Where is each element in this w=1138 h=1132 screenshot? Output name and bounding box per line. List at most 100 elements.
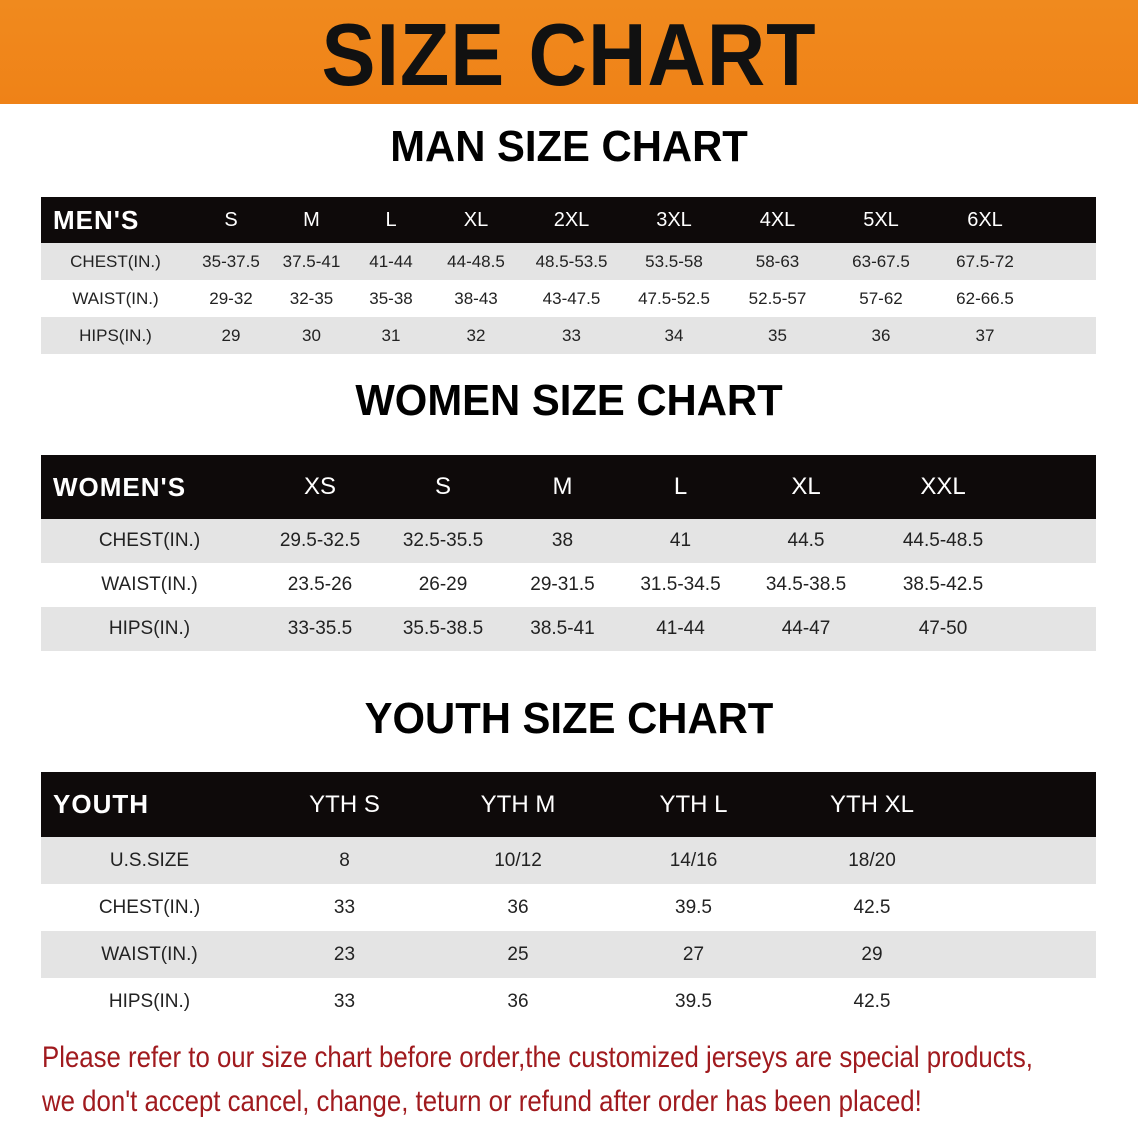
table-cell: 35-38 [351, 280, 431, 317]
size-header: L [351, 197, 431, 243]
table-cell: 32-35 [272, 280, 351, 317]
table-cell: 38.5-42.5 [872, 563, 1014, 607]
table-cell: 29 [782, 931, 962, 978]
table-cell: 35.5-38.5 [382, 607, 504, 651]
table-cell: 67.5-72 [933, 243, 1037, 280]
size-header: XS [258, 455, 382, 519]
size-header: M [504, 455, 621, 519]
table-cell: 43-47.5 [521, 280, 622, 317]
size-header: 4XL [726, 197, 829, 243]
table-cell: 38.5-41 [504, 607, 621, 651]
table-cell: 14/16 [605, 837, 782, 884]
size-header: XL [740, 455, 872, 519]
table-cell: 33 [258, 884, 431, 931]
table-cell: 23.5-26 [258, 563, 382, 607]
size-header: YTH XL [782, 772, 962, 837]
table-cell: 34.5-38.5 [740, 563, 872, 607]
table-cell: 27 [605, 931, 782, 978]
table-cell: 33-35.5 [258, 607, 382, 651]
table-cell: 8 [258, 837, 431, 884]
table-cell [1014, 607, 1096, 651]
table-row: HIPS(IN.) 33 36 39.5 42.5 [41, 978, 1096, 1025]
women-size-table: WOMEN'S XS S M L XL XXL CHEST(IN.) 29.5-32.5 32.5… [41, 455, 1096, 651]
table-row: CHEST(IN.) 29.5-32.5 32.5-35.5 38 41 44.5 44.5… [41, 519, 1096, 563]
measurement-label: HIPS(IN.) [41, 317, 190, 354]
table-cell: 29 [190, 317, 272, 354]
size-header: M [272, 197, 351, 243]
table-cell: 41 [621, 519, 740, 563]
table-cell: 31.5-34.5 [621, 563, 740, 607]
table-row: WAIST(IN.) 29-32 32-35 35-38 38-43 43-47.5 47.… [41, 280, 1096, 317]
table-cell [962, 837, 1096, 884]
table-cell: 35 [726, 317, 829, 354]
table-corner-label: YOUTH [41, 772, 258, 837]
table-cell: 47-50 [872, 607, 1014, 651]
table-cell: 52.5-57 [726, 280, 829, 317]
header-row: YOUTH YTH S YTH M YTH L YTH XL [41, 772, 1096, 837]
table-cell: 30 [272, 317, 351, 354]
order-notice: Please refer to our size chart before or… [42, 1036, 1033, 1124]
table-cell: 26-29 [382, 563, 504, 607]
measurement-label: WAIST(IN.) [41, 931, 258, 978]
table-cell: 44-47 [740, 607, 872, 651]
size-header: 2XL [521, 197, 622, 243]
table-cell: 31 [351, 317, 431, 354]
table-cell: 37 [933, 317, 1037, 354]
youth-section-title: YOUTH SIZE CHART [364, 694, 774, 743]
table-cell [962, 884, 1096, 931]
table-cell: 18/20 [782, 837, 962, 884]
table-cell: 42.5 [782, 978, 962, 1025]
size-header: L [621, 455, 740, 519]
table-cell [1037, 243, 1096, 280]
men-section-title: MAN SIZE CHART [390, 122, 748, 171]
youth-size-table: YOUTH YTH S YTH M YTH L YTH XL U.S.SIZE 8 10/12… [41, 772, 1096, 1025]
table-cell: 29-32 [190, 280, 272, 317]
table-cell: 38-43 [431, 280, 521, 317]
table-row: U.S.SIZE 8 10/12 14/16 18/20 [41, 837, 1096, 884]
table-corner-label: WOMEN'S [41, 455, 258, 519]
size-header [1014, 455, 1096, 519]
size-header: XXL [872, 455, 1014, 519]
table-cell: 41-44 [621, 607, 740, 651]
table-cell [962, 978, 1096, 1025]
table-cell: 44.5 [740, 519, 872, 563]
table-cell: 36 [431, 978, 605, 1025]
table-cell: 44.5-48.5 [872, 519, 1014, 563]
table-cell [1014, 563, 1096, 607]
table-cell: 32.5-35.5 [382, 519, 504, 563]
table-row: WAIST(IN.) 23 25 27 29 [41, 931, 1096, 978]
table-row: HIPS(IN.) 29 30 31 32 33 34 35 36 37 [41, 317, 1096, 354]
table-cell: 37.5-41 [272, 243, 351, 280]
table-corner-label: MEN'S [41, 197, 190, 243]
table-cell: 47.5-52.5 [622, 280, 726, 317]
table-cell: 42.5 [782, 884, 962, 931]
men-size-table: MEN'S S M L XL 2XL 3XL 4XL 5XL 6XL CHEST(IN.) 35-37… [41, 197, 1096, 354]
table-cell: 35-37.5 [190, 243, 272, 280]
table-cell: 41-44 [351, 243, 431, 280]
banner-title: SIZE CHART [321, 5, 817, 104]
notice-line-1: Please refer to our size chart before or… [42, 1041, 1033, 1074]
size-header: XL [431, 197, 521, 243]
size-header: YTH L [605, 772, 782, 837]
measurement-label: CHEST(IN.) [41, 243, 190, 280]
table-cell: 39.5 [605, 884, 782, 931]
table-row: CHEST(IN.) 35-37.5 37.5-41 41-44 44-48.5 48.5… [41, 243, 1096, 280]
size-header: YTH S [258, 772, 431, 837]
notice-line-2: we don't accept cancel, change, teturn o… [42, 1085, 922, 1118]
table-row: CHEST(IN.) 33 36 39.5 42.5 [41, 884, 1096, 931]
header-row: WOMEN'S XS S M L XL XXL [41, 455, 1096, 519]
measurement-label: WAIST(IN.) [41, 563, 258, 607]
table-cell: 32 [431, 317, 521, 354]
banner: SIZE CHART [0, 0, 1138, 104]
table-cell: 33 [521, 317, 622, 354]
table-cell: 39.5 [605, 978, 782, 1025]
table-row: WAIST(IN.) 23.5-26 26-29 29-31.5 31.5-34.5 34… [41, 563, 1096, 607]
table-cell: 25 [431, 931, 605, 978]
measurement-label: WAIST(IN.) [41, 280, 190, 317]
measurement-label: CHEST(IN.) [41, 519, 258, 563]
table-cell: 48.5-53.5 [521, 243, 622, 280]
size-header: S [382, 455, 504, 519]
table-row: HIPS(IN.) 33-35.5 35.5-38.5 38.5-41 41-44 44-… [41, 607, 1096, 651]
size-header: YTH M [431, 772, 605, 837]
size-header: S [190, 197, 272, 243]
